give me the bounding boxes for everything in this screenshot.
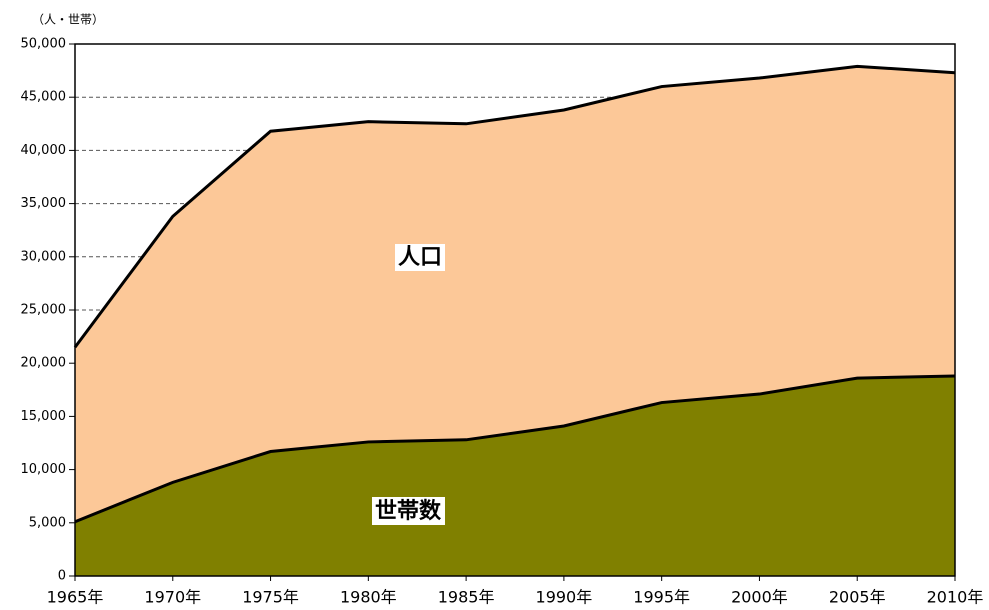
y-tick-label: 25,000	[21, 303, 67, 318]
y-tick-label: 10,000	[21, 462, 67, 477]
y-tick-label: 45,000	[21, 90, 67, 105]
series-label-bg	[371, 497, 445, 525]
y-tick-label: 40,000	[21, 143, 67, 158]
y-tick-label: 15,000	[21, 409, 67, 424]
x-tick-label: 1980年	[340, 588, 397, 607]
x-tick-label: 1970年	[144, 588, 201, 607]
x-tick-label: 1990年	[536, 588, 593, 607]
y-axis-label: （人・世帯）	[32, 13, 104, 27]
x-tick-label: 1965年	[47, 588, 104, 607]
x-tick-label: 2000年	[731, 588, 788, 607]
x-tick-label: 1975年	[242, 588, 299, 607]
areas	[73, 64, 956, 577]
y-tick-label: 30,000	[21, 249, 67, 264]
series-label: 人口	[398, 245, 442, 270]
y-tick-label: 20,000	[21, 356, 67, 371]
y-tick-label: 5,000	[29, 515, 66, 530]
area-line	[74, 374, 956, 524]
y-tick-label: 50,000	[21, 37, 67, 52]
y-tick-label: 0	[58, 569, 66, 584]
area	[75, 375, 955, 576]
series-label-bg	[394, 244, 446, 271]
y-tick-label: 35,000	[21, 196, 67, 211]
x-tick-label: 2005年	[829, 588, 886, 607]
series-label: 世帯数	[375, 498, 442, 524]
x-tick-label: 1985年	[438, 588, 495, 607]
area-line	[73, 64, 956, 349]
x-tick-label: 2010年	[927, 588, 984, 607]
x-tick-label: 1995年	[633, 588, 690, 607]
